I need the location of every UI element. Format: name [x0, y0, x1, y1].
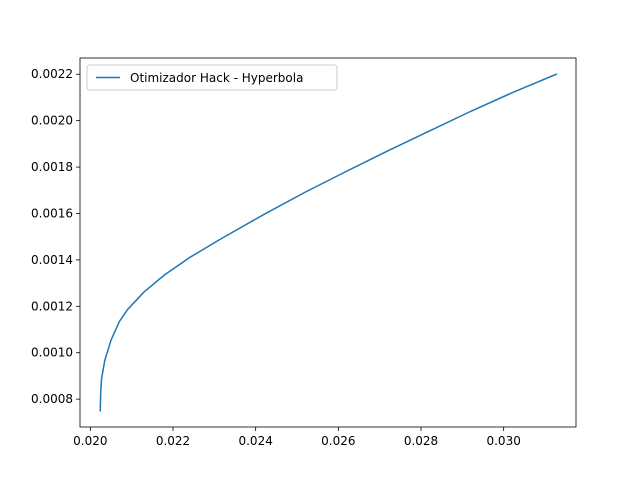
y-tick-label: 0.0016 [31, 206, 73, 220]
x-tick-label: 0.024 [238, 434, 272, 448]
axes-frame [79, 57, 577, 428]
series-line-0 [99, 73, 558, 412]
legend-label: Otimizador Hack - Hyperbola [130, 71, 303, 85]
x-tick-label: 0.030 [486, 434, 520, 448]
legend-box [86, 64, 338, 91]
y-tick-label: 0.0012 [31, 299, 73, 313]
x-tick-label: 0.022 [156, 434, 190, 448]
y-tick-label: 0.0014 [31, 253, 73, 267]
x-tick-label: 0.026 [321, 434, 355, 448]
x-tick-label: 0.028 [404, 434, 438, 448]
legend: Otimizador Hack - Hyperbola [86, 64, 338, 91]
plot-area [99, 73, 558, 412]
x-tick-label: 0.020 [73, 434, 107, 448]
y-tick-label: 0.0020 [31, 114, 73, 128]
y-tick-label: 0.0018 [31, 160, 73, 174]
axes: 0.020 0.022 0.024 0.026 0.028 0.030 0.0008 0.00… [31, 57, 577, 448]
y-tick-label: 0.0022 [31, 67, 73, 81]
y-tick-label: 0.0010 [31, 346, 73, 360]
y-tick-label: 0.0008 [31, 392, 73, 406]
